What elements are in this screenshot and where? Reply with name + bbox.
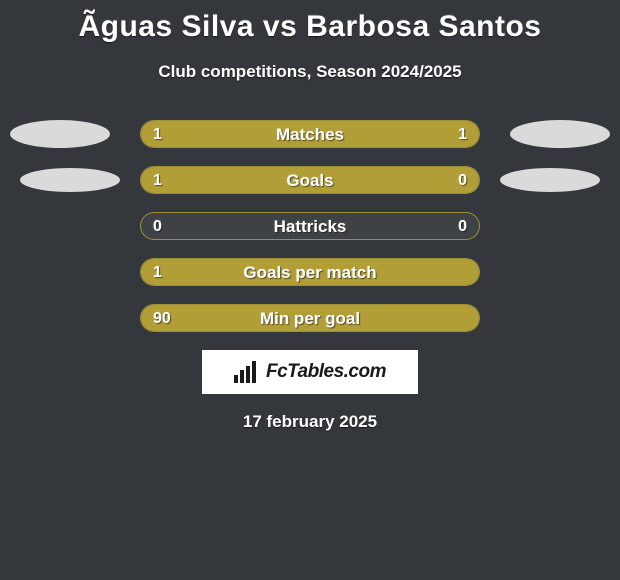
stat-value-right: 0 (458, 167, 467, 194)
stat-bar-track: 0 Hattricks 0 (140, 212, 480, 240)
stat-bar-track: 1 Goals 0 (140, 166, 480, 194)
stat-value-right: 1 (458, 121, 467, 148)
brand-badge: FcTables.com (202, 350, 418, 394)
player-right-avatar-placeholder (500, 168, 600, 192)
stats-chart: 1 Matches 1 1 Goals 0 0 Hattricks 0 (0, 120, 620, 332)
stat-bar-track: 1 Matches 1 (140, 120, 480, 148)
player-right-avatar-placeholder (510, 120, 610, 148)
stat-label: Hattricks (141, 213, 479, 240)
bar-chart-icon (234, 361, 260, 383)
stats-comparison-card: Ãguas Silva vs Barbosa Santos Club compe… (0, 0, 620, 580)
stat-value-right: 0 (458, 213, 467, 240)
stat-row-goals: 1 Goals 0 (0, 166, 620, 194)
stat-row-hattricks: 0 Hattricks 0 (0, 212, 620, 240)
stat-label: Goals (141, 167, 479, 194)
stat-row-matches: 1 Matches 1 (0, 120, 620, 148)
stat-label: Matches (141, 121, 479, 148)
date-label: 17 february 2025 (0, 412, 620, 432)
page-title: Ãguas Silva vs Barbosa Santos (0, 10, 620, 44)
stat-row-goals-per-match: 1 Goals per match (0, 258, 620, 286)
stat-bar-track: 1 Goals per match (140, 258, 480, 286)
subtitle: Club competitions, Season 2024/2025 (0, 62, 620, 82)
player-left-avatar-placeholder (20, 168, 120, 192)
stat-label: Min per goal (141, 305, 479, 332)
stat-label: Goals per match (141, 259, 479, 286)
stat-row-min-per-goal: 90 Min per goal (0, 304, 620, 332)
player-left-avatar-placeholder (10, 120, 110, 148)
brand-text: FcTables.com (266, 361, 386, 383)
stat-bar-track: 90 Min per goal (140, 304, 480, 332)
